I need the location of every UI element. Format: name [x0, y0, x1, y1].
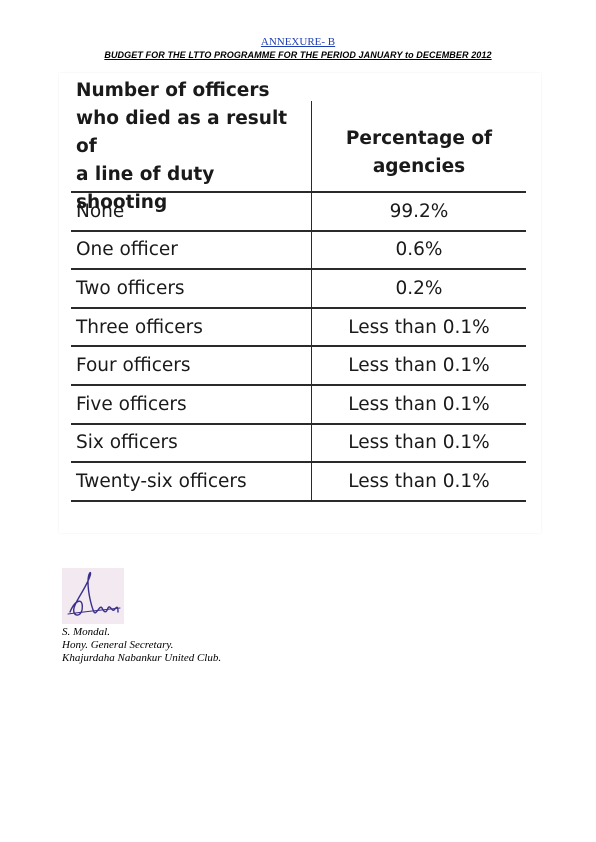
table-body: None 99.2% One officer 0.6% Two officers 0.2%… — [71, 193, 526, 502]
table-row: One officer 0.6% — [71, 231, 526, 271]
signer-title: Hony. General Secretary. — [62, 639, 174, 651]
row-officer-count: None — [71, 193, 312, 230]
annexure-label: ANNEXURE- B — [260, 36, 336, 48]
row-percentage: Less than 0.1% — [348, 432, 490, 454]
row-officer-count: Three officers — [71, 308, 312, 346]
row-officer-count: Two officers — [71, 270, 312, 307]
signer-name: S. Mondal. — [62, 626, 110, 638]
table-header-row: Number of officers who died as a result … — [71, 80, 526, 213]
table-row: None 99.2% — [71, 193, 526, 232]
row-percentage: 0.6% — [395, 239, 443, 261]
table-row: Five officers Less than 0.1% — [71, 385, 526, 425]
table-row: Two officers 0.2% — [71, 270, 526, 309]
signer-block: S. Mondal. Hony. General Secretary. Khaj… — [62, 626, 221, 665]
row-percentage: 99.2% — [389, 200, 449, 222]
table-row: Six officers Less than 0.1% — [71, 424, 526, 464]
header-percentage-agencies: Percentage of agencies — [345, 128, 493, 177]
signature-scribble — [67, 571, 121, 616]
row-percentage: Less than 0.1% — [348, 470, 490, 492]
document-heading: BUDGET FOR THE LTTO PROGRAMME FOR THE PE… — [104, 50, 492, 60]
row-officer-count: One officer — [71, 231, 312, 269]
signature-image — [62, 568, 124, 624]
row-officer-count: Four officers — [71, 347, 312, 384]
row-percentage: Less than 0.1% — [348, 355, 490, 377]
table-row: Four officers Less than 0.1% — [71, 347, 526, 386]
row-percentage: Less than 0.1% — [348, 316, 490, 338]
row-officer-count: Six officers — [71, 424, 312, 462]
row-officer-count: Five officers — [71, 385, 312, 423]
table-image: Number of officers who died as a result … — [59, 73, 541, 533]
row-officer-count: Twenty-six officers — [71, 463, 312, 500]
header-officers-died: Number of officers who died as a result … — [71, 80, 312, 213]
signer-organization: Khajurdaha Nabankur United Club. — [62, 652, 222, 664]
row-percentage: 0.2% — [395, 277, 443, 299]
officer-deaths-table: Number of officers who died as a result … — [71, 80, 526, 502]
header-left-text: Number of officers who died as a result … — [76, 80, 288, 213]
table-row: Three officers Less than 0.1% — [71, 308, 526, 348]
row-percentage: Less than 0.1% — [348, 393, 490, 415]
table-row: Twenty-six officers Less than 0.1% — [71, 463, 526, 502]
